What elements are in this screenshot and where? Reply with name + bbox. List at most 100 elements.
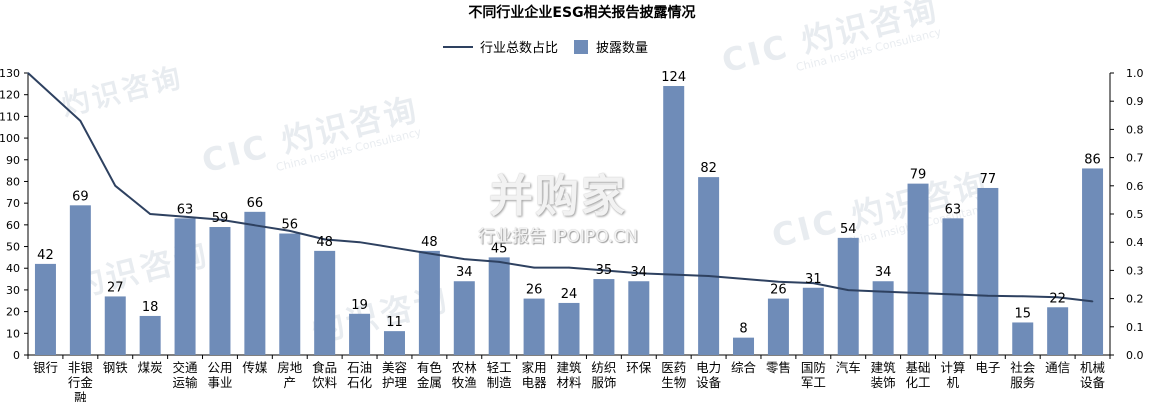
bar [244,211,266,355]
category-label: 钢铁 [103,360,129,375]
category-label: 融 [74,390,87,402]
category-label: 电力 [696,360,721,375]
category-label: 牧渔 [452,375,477,390]
category-label: 服务 [1010,375,1035,390]
bar-value-label: 77 [980,172,997,187]
bar-series [34,86,1104,355]
category-label: 设备 [696,375,722,390]
bar [1047,307,1069,355]
category-label: 建筑 [556,360,582,375]
y-left-tick-label: 70 [6,197,20,210]
bar [628,281,650,355]
y-right-tick-label: 0.5 [1126,208,1144,221]
y-left-tick-label: 50 [6,241,20,254]
y-left-tick-label: 120 [0,89,20,102]
bar [907,183,929,355]
legend-bar-swatch [574,40,588,54]
category-label: 家用 [522,360,547,375]
bar-value-label: 42 [37,248,54,263]
category-label: 交通 [173,360,199,375]
category-label: 基础 [906,360,931,375]
category-label: 材料 [556,375,582,390]
bar [349,313,371,355]
bar [453,281,475,355]
line-series [27,72,1094,303]
bar [837,237,859,355]
line-point [428,252,431,255]
bar-value-label: 27 [107,280,124,295]
bar-value-label: 26 [770,283,787,298]
category-label: 金属 [417,375,442,390]
bar [802,287,824,355]
category-label: 运输 [173,375,199,390]
category-label: 机 [947,375,960,390]
line-point [79,120,82,122]
category-label: 社会 [1010,360,1036,375]
line-point [568,266,570,269]
category-label: 非银 [68,360,94,375]
bar-value-label: 34 [875,265,892,280]
category-label: 护理 [382,375,408,390]
bar-value-label: 18 [142,300,159,315]
category-label: 事业 [207,375,232,390]
category-label: 综合 [731,360,757,375]
category-label: 建筑 [871,360,897,375]
category-label: 饮料 [312,375,338,390]
bar [872,281,894,355]
legend: 行业总数占比 披露数量 [443,40,648,56]
y-left-tick-label: 20 [6,306,20,319]
category-label: 装饰 [871,375,896,390]
bar [663,86,685,355]
category-label: 纺织 [591,360,616,375]
category-label: 房地 [277,360,303,375]
legend-bar-label: 披露数量 [596,41,648,56]
bar-value-label: 124 [661,70,686,85]
bar [69,205,91,355]
category-label: 通信 [1045,360,1070,375]
line-point [1091,300,1094,303]
y-left-tick-label: 10 [6,327,20,340]
bar [174,218,196,355]
line-point [603,269,605,272]
bar [139,315,161,355]
y-left-tick-label: 0 [13,349,20,362]
category-label: 设备 [1080,375,1106,390]
category-label: 轻工 [487,360,512,375]
line-point [219,218,221,221]
category-label: 有色 [417,360,443,375]
category-label: 传媒 [242,360,268,375]
line-point [952,293,954,296]
category-label: 美容 [382,360,407,375]
data-labels: 42 69 27 18 63 59 66 56 48 19 11 48 34 45 26 24 35 34 124 8… [37,70,1101,337]
line-point [358,241,361,243]
bar-value-label: 26 [526,283,543,298]
y-right-tick-label: 0.2 [1126,293,1144,306]
line-point [882,290,884,293]
y-left-tick-label: 80 [6,175,20,188]
watermark-center-cn: 并购家 [489,171,627,222]
bar-value-label: 19 [351,298,368,313]
line-point [812,282,815,284]
line-point [1021,295,1024,298]
bar [523,298,545,355]
bar [1012,322,1034,355]
category-label: 国防 [801,360,826,375]
line-point [987,294,989,297]
line-point [847,289,850,291]
bar-value-label: 34 [631,265,648,280]
bar-value-label: 22 [1049,291,1066,306]
line-point [323,238,326,241]
line-point [498,261,500,263]
category-label: 产 [284,375,297,390]
bar-value-label: 48 [421,235,438,250]
bar-value-label: 69 [72,189,89,204]
line-point [638,272,640,275]
bar-value-label: 35 [596,263,613,278]
bar [593,279,615,355]
category-label: 石油 [347,360,372,375]
category-label: 食品 [312,360,337,375]
y-left-tick-label: 110 [0,110,20,123]
bar [279,233,301,355]
category-label: 制造 [487,375,513,390]
